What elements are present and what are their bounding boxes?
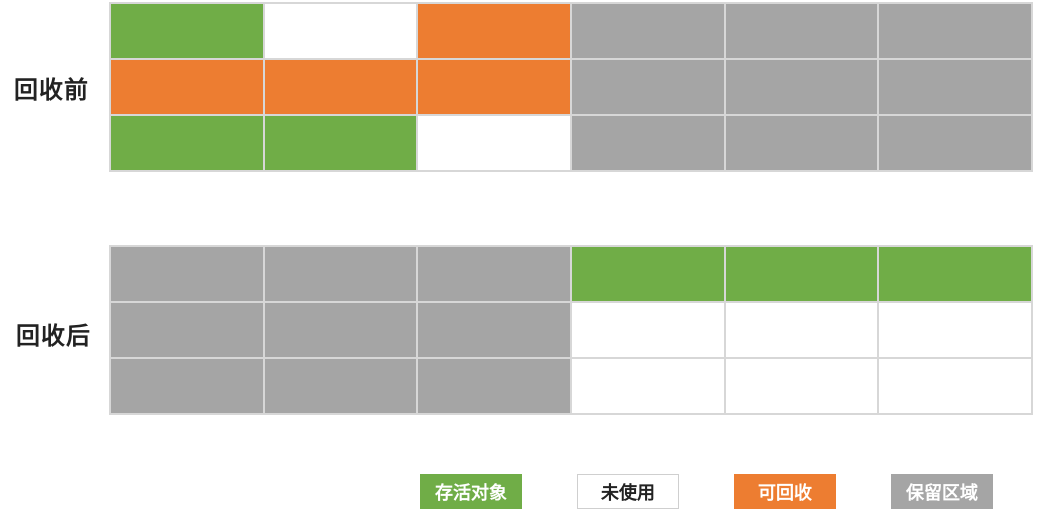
memory-cell-reserved: [417, 302, 571, 358]
memory-cell-reserved: [417, 358, 571, 414]
memory-cell-recycle: [110, 59, 264, 115]
memory-cell-recycle: [263, 59, 418, 115]
memory-cell-reserved: [724, 59, 879, 115]
memory-cell-unused: [724, 302, 879, 358]
legend-live-objects: 存活对象: [420, 474, 522, 509]
memory-cell-reserved: [571, 115, 725, 171]
memory-cell-reserved: [110, 358, 264, 414]
memory-cell-live: [724, 246, 879, 302]
before-gc-memory-grid: [109, 2, 1033, 172]
memory-cell-unused: [263, 3, 418, 59]
after-gc-label: 回收后: [16, 322, 91, 350]
memory-cell-reserved: [263, 358, 418, 414]
memory-cell-reserved: [878, 115, 1032, 171]
memory-cell-recycle: [417, 3, 571, 59]
memory-cell-unused: [724, 358, 879, 414]
legend-reserved-area: 保留区域: [891, 474, 993, 509]
memory-cell-reserved: [724, 115, 879, 171]
memory-cell-live: [110, 3, 264, 59]
memory-cell-live: [878, 246, 1032, 302]
memory-cell-reserved: [878, 3, 1032, 59]
legend-recyclable: 可回收: [734, 474, 836, 509]
memory-cell-live: [110, 115, 264, 171]
memory-cell-unused: [571, 302, 725, 358]
memory-cell-recycle: [417, 59, 571, 115]
memory-cell-reserved: [724, 3, 879, 59]
memory-cell-unused: [571, 358, 725, 414]
memory-cell-reserved: [110, 302, 264, 358]
after-gc-memory-grid: [109, 245, 1033, 415]
memory-cell-reserved: [571, 3, 725, 59]
memory-cell-unused: [878, 358, 1032, 414]
memory-cell-live: [263, 115, 418, 171]
memory-cell-reserved: [571, 59, 725, 115]
memory-cell-unused: [878, 302, 1032, 358]
before-gc-label: 回收前: [14, 76, 89, 104]
memory-cell-live: [571, 246, 725, 302]
memory-cell-reserved: [263, 302, 418, 358]
memory-cell-reserved: [878, 59, 1032, 115]
memory-cell-reserved: [417, 246, 571, 302]
memory-cell-reserved: [263, 246, 418, 302]
legend-unused: 未使用: [577, 474, 679, 509]
memory-cell-reserved: [110, 246, 264, 302]
memory-cell-unused: [417, 115, 571, 171]
